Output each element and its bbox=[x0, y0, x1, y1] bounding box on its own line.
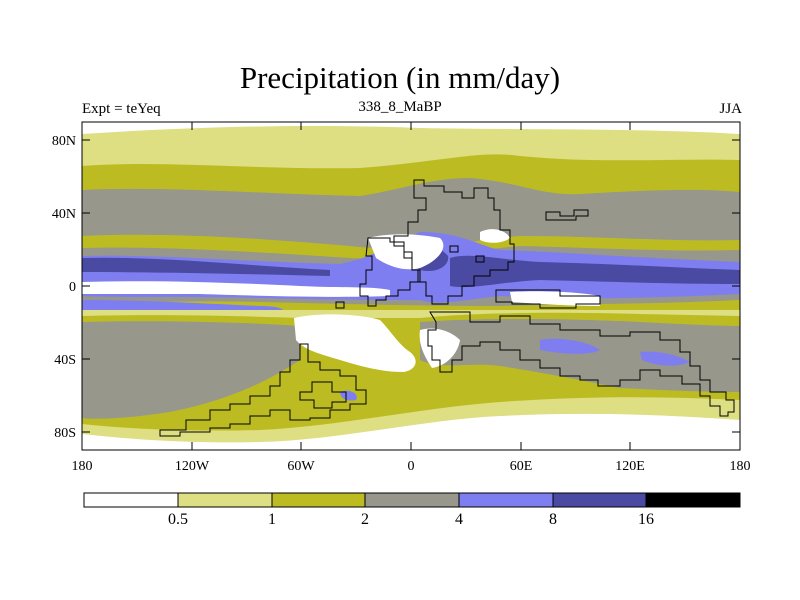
continent-east-plateau bbox=[495, 289, 601, 309]
colorbar-box-2-4 bbox=[364, 492, 460, 508]
colorbar-label-4: 4 bbox=[455, 511, 463, 528]
season-label: JJA bbox=[719, 101, 742, 117]
field-equatorial-white bbox=[82, 281, 600, 306]
lat-tick-80n: 80N bbox=[52, 134, 76, 149]
field-itcz-darkblue bbox=[82, 243, 740, 288]
run-label: 338_8_MaBP bbox=[358, 99, 442, 115]
continent-south-west bbox=[159, 343, 367, 437]
continent-south-west-inner bbox=[299, 381, 347, 409]
field-south-america-white bbox=[294, 314, 416, 372]
lat-tick-40s: 40S bbox=[54, 353, 76, 368]
lat-tick-80s: 80S bbox=[54, 426, 76, 441]
continent-west-tropical bbox=[359, 237, 421, 307]
plot-title: Precipitation (in mm/day) bbox=[239, 60, 561, 95]
lon-axis bbox=[81, 122, 631, 450]
lat-tick-0: 0 bbox=[69, 280, 76, 295]
colorbar-box-0.5-1 bbox=[177, 492, 273, 508]
colorbar-label-16: 16 bbox=[638, 511, 654, 528]
lon-tick-60e: 60E bbox=[510, 459, 533, 474]
colorbar-label-0.5: 0.5 bbox=[168, 511, 188, 528]
continent-north bbox=[393, 179, 515, 305]
lon-tick-60w: 60W bbox=[287, 459, 315, 474]
lon-tick-0: 0 bbox=[408, 459, 415, 474]
lon-tick-120w: 120W bbox=[175, 459, 210, 474]
continent-outlines bbox=[159, 179, 735, 437]
lon-tick-180w: 180 bbox=[72, 459, 93, 474]
lon-tick-180e: 180 bbox=[730, 459, 751, 474]
colorbar-label-1: 1 bbox=[268, 511, 276, 528]
colorbar-box-gt-16 bbox=[645, 492, 741, 508]
map-fields bbox=[82, 122, 740, 450]
continent-small-islands bbox=[335, 209, 589, 309]
field-africa-white bbox=[368, 229, 510, 368]
colorbar-box-4-8 bbox=[458, 492, 554, 508]
lat-axis bbox=[82, 139, 740, 433]
colorbar-box-8-16 bbox=[552, 492, 647, 508]
colorbar bbox=[83, 492, 741, 508]
experiment-label: Expt = teYeq bbox=[82, 101, 161, 117]
lon-tick-120e: 120E bbox=[615, 459, 645, 474]
colorbar-label-8: 8 bbox=[549, 511, 557, 528]
lat-tick-40n: 40N bbox=[52, 207, 76, 222]
colorbar-box-1-2 bbox=[271, 492, 366, 508]
continent-southern bbox=[427, 311, 735, 417]
colorbar-box-lt-0.5 bbox=[83, 492, 179, 508]
colorbar-label-2: 2 bbox=[361, 511, 369, 528]
